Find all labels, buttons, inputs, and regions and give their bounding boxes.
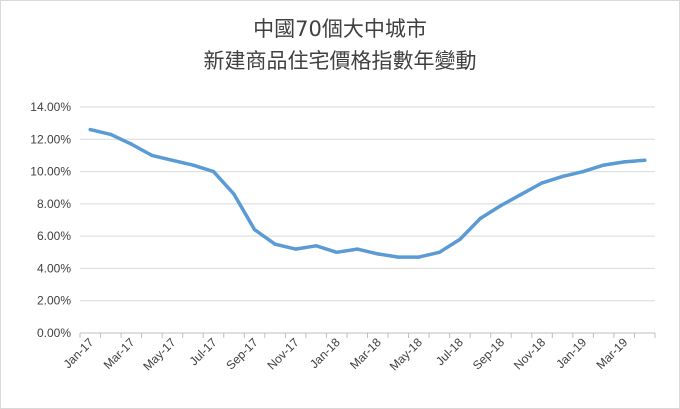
x-tick-label: May-17 xyxy=(140,335,178,373)
series-lines xyxy=(88,127,647,259)
y-tick-label: 4.00% xyxy=(37,261,71,275)
data-point xyxy=(88,127,92,132)
data-point xyxy=(499,203,503,208)
chart-title-line-2: 新建商品住宅價格指數年變動 xyxy=(203,49,477,73)
data-point xyxy=(191,163,195,167)
data-point xyxy=(252,227,257,232)
y-tick-label: 10.00% xyxy=(30,165,71,179)
data-point xyxy=(150,153,154,158)
data-point xyxy=(601,163,606,167)
data-point xyxy=(109,132,113,137)
x-tick-label: Mar-17 xyxy=(101,335,138,372)
data-point xyxy=(355,247,359,251)
data-point xyxy=(170,158,175,162)
data-point xyxy=(417,255,421,259)
data-point xyxy=(211,169,216,174)
data-point xyxy=(437,250,442,254)
data-point xyxy=(560,174,565,179)
data-point xyxy=(129,142,134,146)
data-point xyxy=(519,192,524,196)
x-tick-label: Sep-18 xyxy=(470,335,507,372)
data-point xyxy=(622,160,626,164)
data-point xyxy=(478,216,483,221)
x-tick-label: Jan-18 xyxy=(307,335,343,371)
data-point xyxy=(293,247,298,251)
y-tick-label: 2.00% xyxy=(37,294,71,308)
y-tick-label: 14.00% xyxy=(30,100,71,114)
data-point xyxy=(458,237,462,242)
data-point xyxy=(581,169,585,174)
x-tick-label: Mar-18 xyxy=(347,335,384,372)
x-tick-label: Jul-18 xyxy=(433,335,466,368)
series-line xyxy=(88,127,647,259)
y-tick-label: 8.00% xyxy=(37,197,71,211)
data-point xyxy=(232,192,236,196)
x-tick-label: Jul-17 xyxy=(187,335,220,368)
y-tick-label: 6.00% xyxy=(37,229,71,243)
data-point xyxy=(396,255,401,259)
data-point xyxy=(376,252,380,256)
x-tick-label: Jan-17 xyxy=(61,335,97,371)
x-axis-tick-labels: Jan-17 Mar-17 May-17 Jul-17 Sep-17 Nov-17 Jan-… xyxy=(61,335,631,373)
gridlines xyxy=(80,106,655,302)
chart-title-line-1: 中國70個大中城市 xyxy=(253,17,427,41)
x-tick-label: Jan-19 xyxy=(553,335,589,371)
x-tick-label: May-18 xyxy=(387,335,425,373)
data-point xyxy=(273,242,277,246)
data-point xyxy=(540,181,544,185)
x-axis xyxy=(79,332,656,338)
data-point xyxy=(314,244,318,248)
y-tick-label: 12.00% xyxy=(30,132,71,146)
data-point xyxy=(643,158,647,162)
y-axis-tick-labels: 0.00% 2.00% 4.00% 6.00% 8.00% 10.00% 12.00% 14.… xyxy=(30,100,71,340)
x-tick-label: Nov-17 xyxy=(264,335,301,372)
x-tick-label: Nov-18 xyxy=(511,335,548,372)
x-tick-label: Sep-17 xyxy=(223,335,260,372)
data-point xyxy=(334,250,339,254)
x-tick-label: Mar-19 xyxy=(594,335,631,372)
y-tick-label: 0.00% xyxy=(37,326,71,340)
